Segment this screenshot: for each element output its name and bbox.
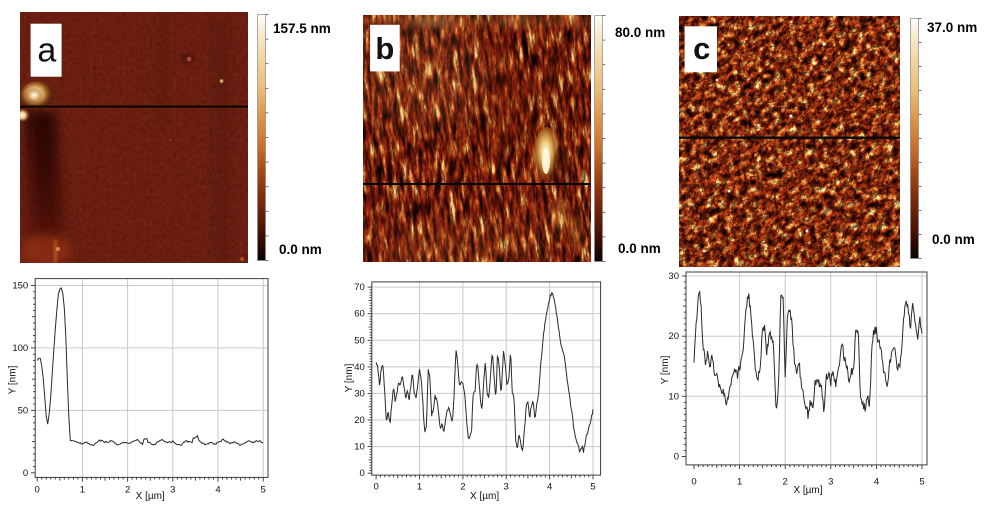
svg-text:2: 2 [125, 484, 130, 495]
svg-text:30: 30 [668, 271, 679, 282]
svg-text:5: 5 [590, 482, 595, 493]
svg-text:0: 0 [23, 468, 28, 479]
svg-text:20: 20 [668, 331, 679, 342]
svg-text:10: 10 [668, 391, 679, 402]
svg-text:0: 0 [35, 484, 40, 495]
svg-text:X [µm]: X [µm] [470, 491, 499, 502]
svg-text:60: 60 [354, 309, 365, 320]
svg-text:0: 0 [360, 468, 365, 479]
svg-text:2: 2 [783, 477, 788, 488]
svg-text:5: 5 [919, 477, 924, 488]
svg-text:40: 40 [354, 362, 365, 373]
svg-text:30: 30 [354, 388, 365, 399]
svg-text:1: 1 [737, 477, 742, 488]
svg-text:2: 2 [460, 482, 465, 493]
svg-text:X [µm]: X [µm] [136, 491, 165, 502]
svg-text:100: 100 [12, 343, 28, 354]
svg-text:50: 50 [354, 335, 365, 346]
svg-text:b: b [375, 31, 394, 66]
svg-text:1: 1 [80, 484, 85, 495]
svg-text:0: 0 [674, 452, 679, 463]
svg-text:0: 0 [373, 482, 378, 493]
svg-text:1: 1 [417, 482, 422, 493]
svg-text:50: 50 [18, 405, 29, 416]
svg-text:4: 4 [215, 484, 220, 495]
svg-text:a: a [37, 31, 56, 69]
svg-text:Y [nm]: Y [nm] [660, 355, 671, 384]
svg-text:70: 70 [354, 282, 365, 293]
svg-text:5: 5 [261, 484, 266, 495]
svg-text:4: 4 [874, 477, 879, 488]
svg-text:150: 150 [12, 281, 28, 292]
svg-text:X [µm]: X [µm] [793, 485, 822, 496]
svg-text:4: 4 [547, 482, 552, 493]
svg-text:3: 3 [170, 484, 175, 495]
svg-text:3: 3 [504, 482, 509, 493]
svg-text:Y [nm]: Y [nm] [8, 365, 19, 394]
svg-text:c: c [693, 31, 710, 66]
svg-text:3: 3 [828, 477, 833, 488]
svg-text:0: 0 [691, 477, 696, 488]
svg-text:Y [nm]: Y [nm] [344, 363, 355, 392]
svg-text:20: 20 [354, 415, 365, 426]
svg-text:10: 10 [354, 442, 365, 453]
